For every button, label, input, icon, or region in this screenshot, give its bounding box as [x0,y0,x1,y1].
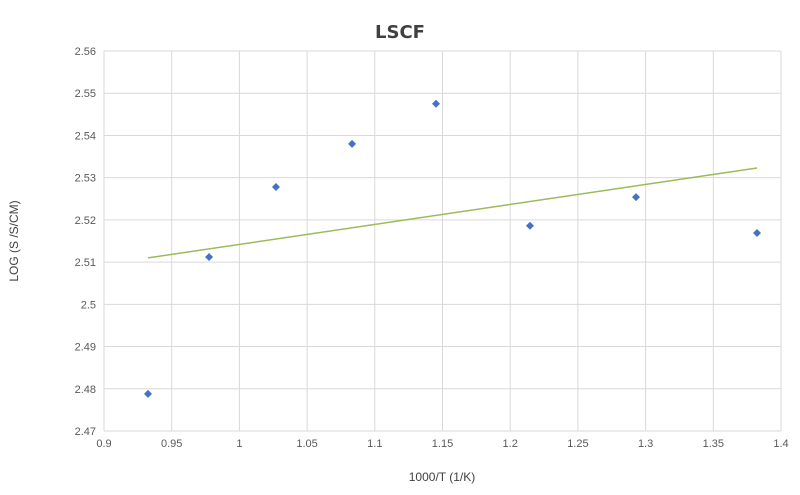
y-tick-label: 2.52 [75,215,96,227]
y-tick-label: 2.49 [75,342,96,354]
y-tick-labels: 2.47 2.48 2.49 2.5 2.51 2.52 2.53 2.54 2.55 2.56 [75,46,96,438]
data-point [348,139,357,148]
x-tick-label: 0.9 [96,438,111,450]
y-tick-label: 2.53 [75,173,96,185]
y-tick-label: 2.48 [75,384,96,396]
data-point [144,389,153,398]
x-tick-label: 1.25 [567,438,588,450]
data-point [432,99,441,108]
gridlines [103,50,782,432]
trendline [147,167,758,259]
y-tick-label: 2.55 [75,88,96,100]
y-tick-label: 2.5 [81,299,96,311]
y-axis-label: LOG (S /S/CM) [7,200,21,281]
x-tick-label: 1.1 [367,438,382,450]
x-tick-label: 0.95 [161,438,182,450]
y-tick-label: 2.54 [75,130,96,142]
y-tick-label: 2.47 [75,426,96,438]
y-tick-label: 2.56 [75,46,96,58]
data-point [631,193,640,202]
x-tick-label: 1.05 [296,438,317,450]
data-point [525,221,534,230]
data-point [753,228,762,237]
x-tick-label: 1.3 [638,438,653,450]
x-axis-label: 1000/T (1/K) [409,470,475,484]
data-point [205,253,214,262]
chart-title: LSCF [375,22,425,43]
x-tick-label: 1.15 [432,438,453,450]
data-point [271,182,280,191]
data-points [144,99,762,398]
x-tick-label: 1.35 [703,438,724,450]
x-tick-label: 1.2 [503,438,518,450]
y-tick-label: 2.51 [75,257,96,269]
x-tick-label: 1 [236,438,242,450]
x-tick-label: 1.4 [773,438,788,450]
x-tick-labels: 0.9 0.95 1 1.05 1.1 1.15 1.2 1.25 1.3 1.35 1.4 [96,438,788,450]
trendline-group [147,167,758,259]
